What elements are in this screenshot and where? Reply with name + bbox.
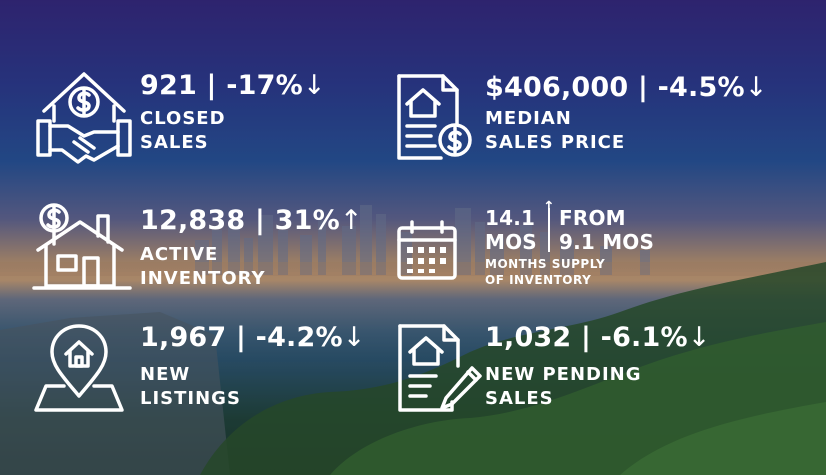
months-supply-values: 14.1 MOS ↑ FROM 9.1 MOS	[485, 200, 685, 254]
active-inventory-label-1: ACTIVE	[140, 244, 219, 265]
closed-sales-value: 921 | -17%↓	[140, 70, 326, 101]
median-price-stat: $406,000 | -4.5%↓ MEDIAN SALES PRICE	[485, 72, 768, 155]
new-pending-label-1: NEW PENDING	[485, 364, 642, 385]
new-listings-label-2: LISTINGS	[140, 388, 241, 409]
months-supply-previous: 9.1 MOS	[559, 230, 655, 254]
months-supply-label-1: MONTHS SUPPLY	[485, 257, 606, 271]
up-arrow-icon: ↑	[543, 199, 555, 215]
new-pending-stat: 1,032 | -6.1%↓ NEW PENDING SALES	[485, 322, 711, 411]
new-listings-label-1: NEW	[140, 364, 191, 385]
new-pending-value: 1,032 | -6.1%↓	[485, 322, 711, 353]
closed-sales-stat: 921 | -17%↓ CLOSED SALES	[140, 70, 326, 155]
document-house-dollar-icon	[395, 72, 475, 164]
active-inventory-value: 12,838 | 31%↑	[140, 205, 363, 236]
up-arrow-line	[548, 208, 550, 252]
active-inventory-stat: 12,838 | 31%↑ ACTIVE INVENTORY	[140, 205, 363, 291]
house-handshake-dollar-icon	[34, 66, 134, 166]
active-inventory-label-2: INVENTORY	[140, 268, 266, 289]
new-listings-stat: 1,967 | -4.2%↓ NEW LISTINGS	[140, 322, 366, 411]
document-house-pen-icon	[396, 322, 482, 414]
months-supply-current-unit: MOS	[485, 230, 537, 254]
house-dollar-tag-icon	[32, 202, 132, 292]
months-supply-stat: 14.1 MOS ↑ FROM 9.1 MOS MONTHS SUPPLY OF…	[485, 200, 685, 288]
down-arrow-icon: ↓	[744, 72, 768, 103]
median-price-label-1: MEDIAN	[485, 108, 572, 129]
median-price-value: $406,000 | -4.5%↓	[485, 72, 768, 103]
calendar-icon	[396, 218, 458, 282]
house-location-pin-icon	[34, 322, 124, 414]
months-supply-label-2: OF INVENTORY	[485, 273, 592, 287]
down-arrow-icon: ↓	[687, 322, 711, 353]
months-supply-from: FROM	[559, 206, 626, 230]
down-arrow-icon: ↓	[342, 322, 366, 353]
months-supply-current: 14.1	[485, 206, 536, 230]
median-price-label-2: SALES PRICE	[485, 132, 626, 153]
up-arrow-icon: ↑	[339, 205, 363, 236]
closed-sales-label-1: CLOSED	[140, 108, 226, 129]
new-listings-value: 1,967 | -4.2%↓	[140, 322, 366, 353]
down-arrow-icon: ↓	[302, 70, 326, 101]
closed-sales-label-2: SALES	[140, 132, 209, 153]
new-pending-label-2: SALES	[485, 388, 554, 409]
